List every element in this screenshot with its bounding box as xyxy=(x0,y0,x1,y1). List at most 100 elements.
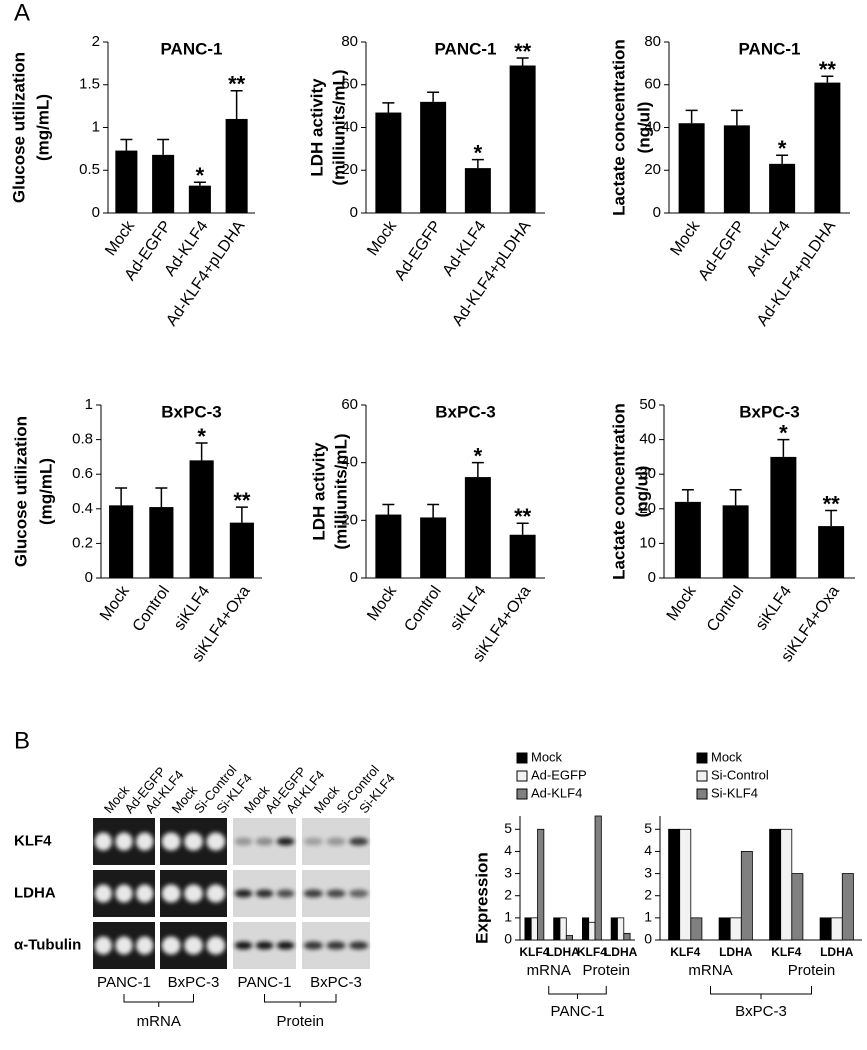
legend-swatch xyxy=(696,788,708,800)
blot-type-label: Protein xyxy=(276,1013,324,1030)
group-label: Protein xyxy=(788,962,836,979)
blot-band xyxy=(161,884,181,903)
y-tick-label: 1 xyxy=(92,118,100,135)
y-tick-label: 60 xyxy=(341,76,358,93)
blot-band xyxy=(115,936,133,955)
y-tick-label: 20 xyxy=(341,161,358,178)
significance-mark: ** xyxy=(819,57,837,82)
bar xyxy=(674,501,701,578)
error-bar xyxy=(516,57,529,66)
group-label: Protein xyxy=(582,962,630,979)
y-tick-label: 0.4 xyxy=(72,500,93,517)
y-tick-label: 4 xyxy=(644,842,652,858)
x-tick-label: Control xyxy=(130,583,174,635)
bar xyxy=(375,514,402,578)
blot-row-label: α-Tubulin xyxy=(14,936,81,953)
x-tick-label: Mock xyxy=(668,217,704,259)
x-axis-label: PANC-1 xyxy=(551,1003,605,1020)
y-tick-label: 20 xyxy=(644,161,661,178)
bar xyxy=(581,917,590,941)
x-tick-label: KLF4 xyxy=(771,945,801,959)
chart-title: PANC-1 xyxy=(434,39,496,58)
error-bar xyxy=(120,138,133,151)
blot-band xyxy=(161,832,181,851)
legend-swatch xyxy=(516,770,528,782)
x-tick-label: KLF4 xyxy=(670,945,700,959)
y-tick-label: 30 xyxy=(639,465,656,482)
bar xyxy=(690,917,703,941)
legend-swatch xyxy=(696,752,708,764)
bar xyxy=(668,828,681,941)
bar xyxy=(678,123,705,213)
x-tick-label: LDHA xyxy=(546,945,580,959)
blot-band xyxy=(115,832,133,851)
blot-band xyxy=(184,832,203,851)
cell-line-label: BxPC-3 xyxy=(168,974,220,991)
y-tick-label: 80 xyxy=(644,33,661,50)
error-bar xyxy=(230,89,243,119)
y-tick-label: 50 xyxy=(639,396,656,413)
y-tick-label: 0 xyxy=(85,569,93,586)
y-tick-label: 0 xyxy=(504,931,512,947)
significance-mark: ** xyxy=(228,72,246,97)
y-axis-label: (milliunits/mL) xyxy=(331,433,350,549)
chart-title: PANC-1 xyxy=(738,39,800,58)
error-bar xyxy=(471,461,484,478)
legend-label: Ad-KLF4 xyxy=(531,785,582,800)
bar xyxy=(420,101,447,213)
group-label: mRNA xyxy=(527,962,571,979)
y-tick-label: 40 xyxy=(341,118,358,135)
bar xyxy=(149,507,174,578)
significance-mark: ** xyxy=(514,39,532,64)
error-bar xyxy=(730,109,743,126)
blot-band xyxy=(94,884,113,903)
y-tick-label: 0.8 xyxy=(72,431,93,448)
y-tick-label: 60 xyxy=(644,76,661,93)
bar xyxy=(225,118,248,213)
x-tick-label: KLF4 xyxy=(519,945,549,959)
x-tick-label: LDHA xyxy=(820,945,854,959)
bar xyxy=(109,505,134,578)
significance-mark: * xyxy=(196,163,205,188)
y-tick-label: 0 xyxy=(350,569,358,586)
legend-swatch xyxy=(516,752,528,764)
y-tick-label: 20 xyxy=(639,500,656,517)
blot-band xyxy=(276,837,295,846)
legend-label: Mock xyxy=(531,749,563,764)
bar xyxy=(375,112,402,213)
bar xyxy=(524,917,532,941)
significance-mark: ** xyxy=(233,488,251,513)
blot-band xyxy=(206,832,226,851)
blot-band xyxy=(349,889,369,898)
blot-band xyxy=(94,832,113,851)
y-axis-label: Lactate concentration xyxy=(609,403,628,580)
blot-band xyxy=(276,941,295,950)
significance-mark: * xyxy=(474,140,483,165)
blot-band xyxy=(206,884,226,903)
bar xyxy=(679,828,692,941)
y-tick-label: 1.5 xyxy=(79,76,100,93)
x-tick-label: Mock xyxy=(664,582,700,624)
chart-title: BxPC-3 xyxy=(435,402,495,421)
significance-mark: * xyxy=(474,443,483,468)
blot-band xyxy=(184,936,203,955)
bar xyxy=(509,534,536,578)
y-tick-label: 40 xyxy=(341,454,358,471)
bar xyxy=(729,917,742,941)
error-bar xyxy=(471,158,484,169)
error-bar xyxy=(382,102,395,113)
y-tick-label: 3 xyxy=(504,864,512,880)
bar xyxy=(830,917,843,941)
bar xyxy=(537,828,545,941)
chart-title: BxPC-3 xyxy=(739,402,799,421)
error-bar xyxy=(729,489,742,506)
cell-line-label: PANC-1 xyxy=(97,974,151,991)
x-tick-label: siKLF4 xyxy=(171,583,214,634)
y-axis-label: (ng/ul) xyxy=(632,466,651,518)
bar xyxy=(770,456,797,578)
blot-band xyxy=(135,832,154,851)
bar xyxy=(722,505,749,578)
bracket xyxy=(548,986,607,999)
bar xyxy=(740,851,753,941)
